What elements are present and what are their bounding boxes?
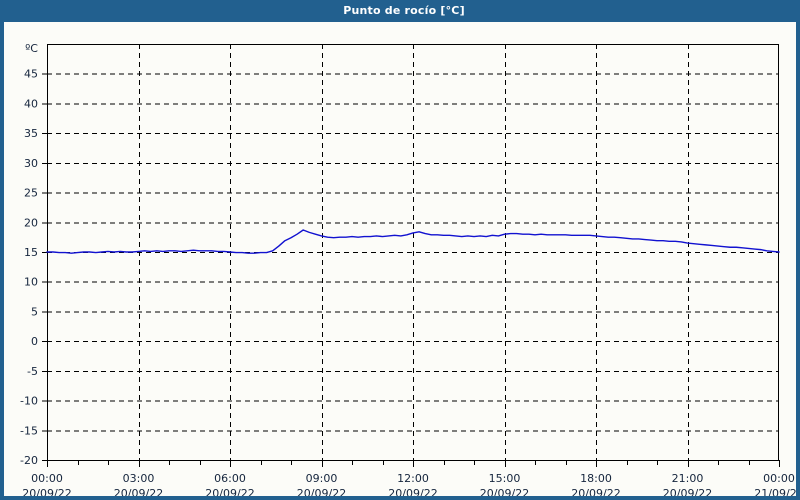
x-axis-time-label: 06:00 (214, 472, 246, 485)
x-axis-time-label: 21:00 (672, 472, 704, 485)
x-axis-date-label: 20/09/22 (205, 487, 254, 496)
y-axis-tick-label: 5 (31, 305, 38, 318)
window-title-bar: Punto de rocío [°C] (4, 0, 796, 22)
y-axis-tick-label: -15 (20, 424, 38, 437)
y-axis-tick-label: 20 (24, 216, 38, 229)
x-axis-time-label: 09:00 (306, 472, 338, 485)
x-axis-date-label: 20/09/22 (297, 487, 346, 496)
y-axis-tick-label: 35 (24, 127, 38, 140)
y-axis-tick-label: -5 (27, 365, 38, 378)
y-axis-tick-labels: 45 40 35 30 25 20 15 10 5 0 -5 -10 -15 -20 (20, 68, 38, 467)
x-axis-time-label: 15:00 (489, 472, 521, 485)
x-axis-tick-labels: 00:00 20/09/22 03:00 20/09/22 06:00 20/09/22 0… (22, 472, 796, 496)
y-axis-tick-label: 25 (24, 187, 38, 200)
page-title: Punto de rocío [°C] (343, 4, 465, 17)
x-axis-date-label: 20/09/22 (22, 487, 71, 496)
y-axis-tickmarks (42, 73, 47, 461)
data-series-dew-point (46, 229, 780, 254)
x-axis-date-label: 20/09/22 (480, 487, 529, 496)
y-axis-unit-label: ºC (25, 42, 38, 55)
y-axis-tick-label: -10 (20, 395, 38, 408)
y-axis-tick-label: 45 (24, 68, 38, 81)
x-axis-date-label: 20/09/22 (388, 487, 437, 496)
y-axis-tick-label: 0 (31, 335, 38, 348)
series-line (46, 229, 780, 254)
line-chart: 45 40 35 30 25 20 15 10 5 0 -5 -10 -15 -20 00:00 20/09… (20, 42, 796, 496)
chart-surface: 45 40 35 30 25 20 15 10 5 0 -5 -10 -15 -20 00:00 20/09… (4, 22, 796, 496)
y-axis-tick-label: 15 (24, 246, 38, 259)
y-axis-tick-label: 10 (24, 276, 38, 289)
y-axis-tick-label: -20 (20, 454, 38, 467)
x-axis-date-label: 20/09/22 (571, 487, 620, 496)
y-axis-tick-label: 40 (24, 97, 38, 110)
x-axis-time-label: 00:00 (763, 472, 795, 485)
y-axis-tick-label: 30 (24, 157, 38, 170)
x-axis-time-label: 18:00 (580, 472, 612, 485)
x-axis-date-label: 21/09/22 (754, 487, 796, 496)
x-axis-date-label: 20/09/22 (663, 487, 712, 496)
x-axis-time-label: 03:00 (123, 472, 155, 485)
horizontal-gridlines (47, 73, 779, 432)
x-axis-time-label: 00:00 (31, 472, 63, 485)
x-axis-time-label: 12:00 (397, 472, 429, 485)
y-axis-unit-label-text: ºC (25, 42, 38, 55)
x-axis-date-label: 20/09/22 (114, 487, 163, 496)
